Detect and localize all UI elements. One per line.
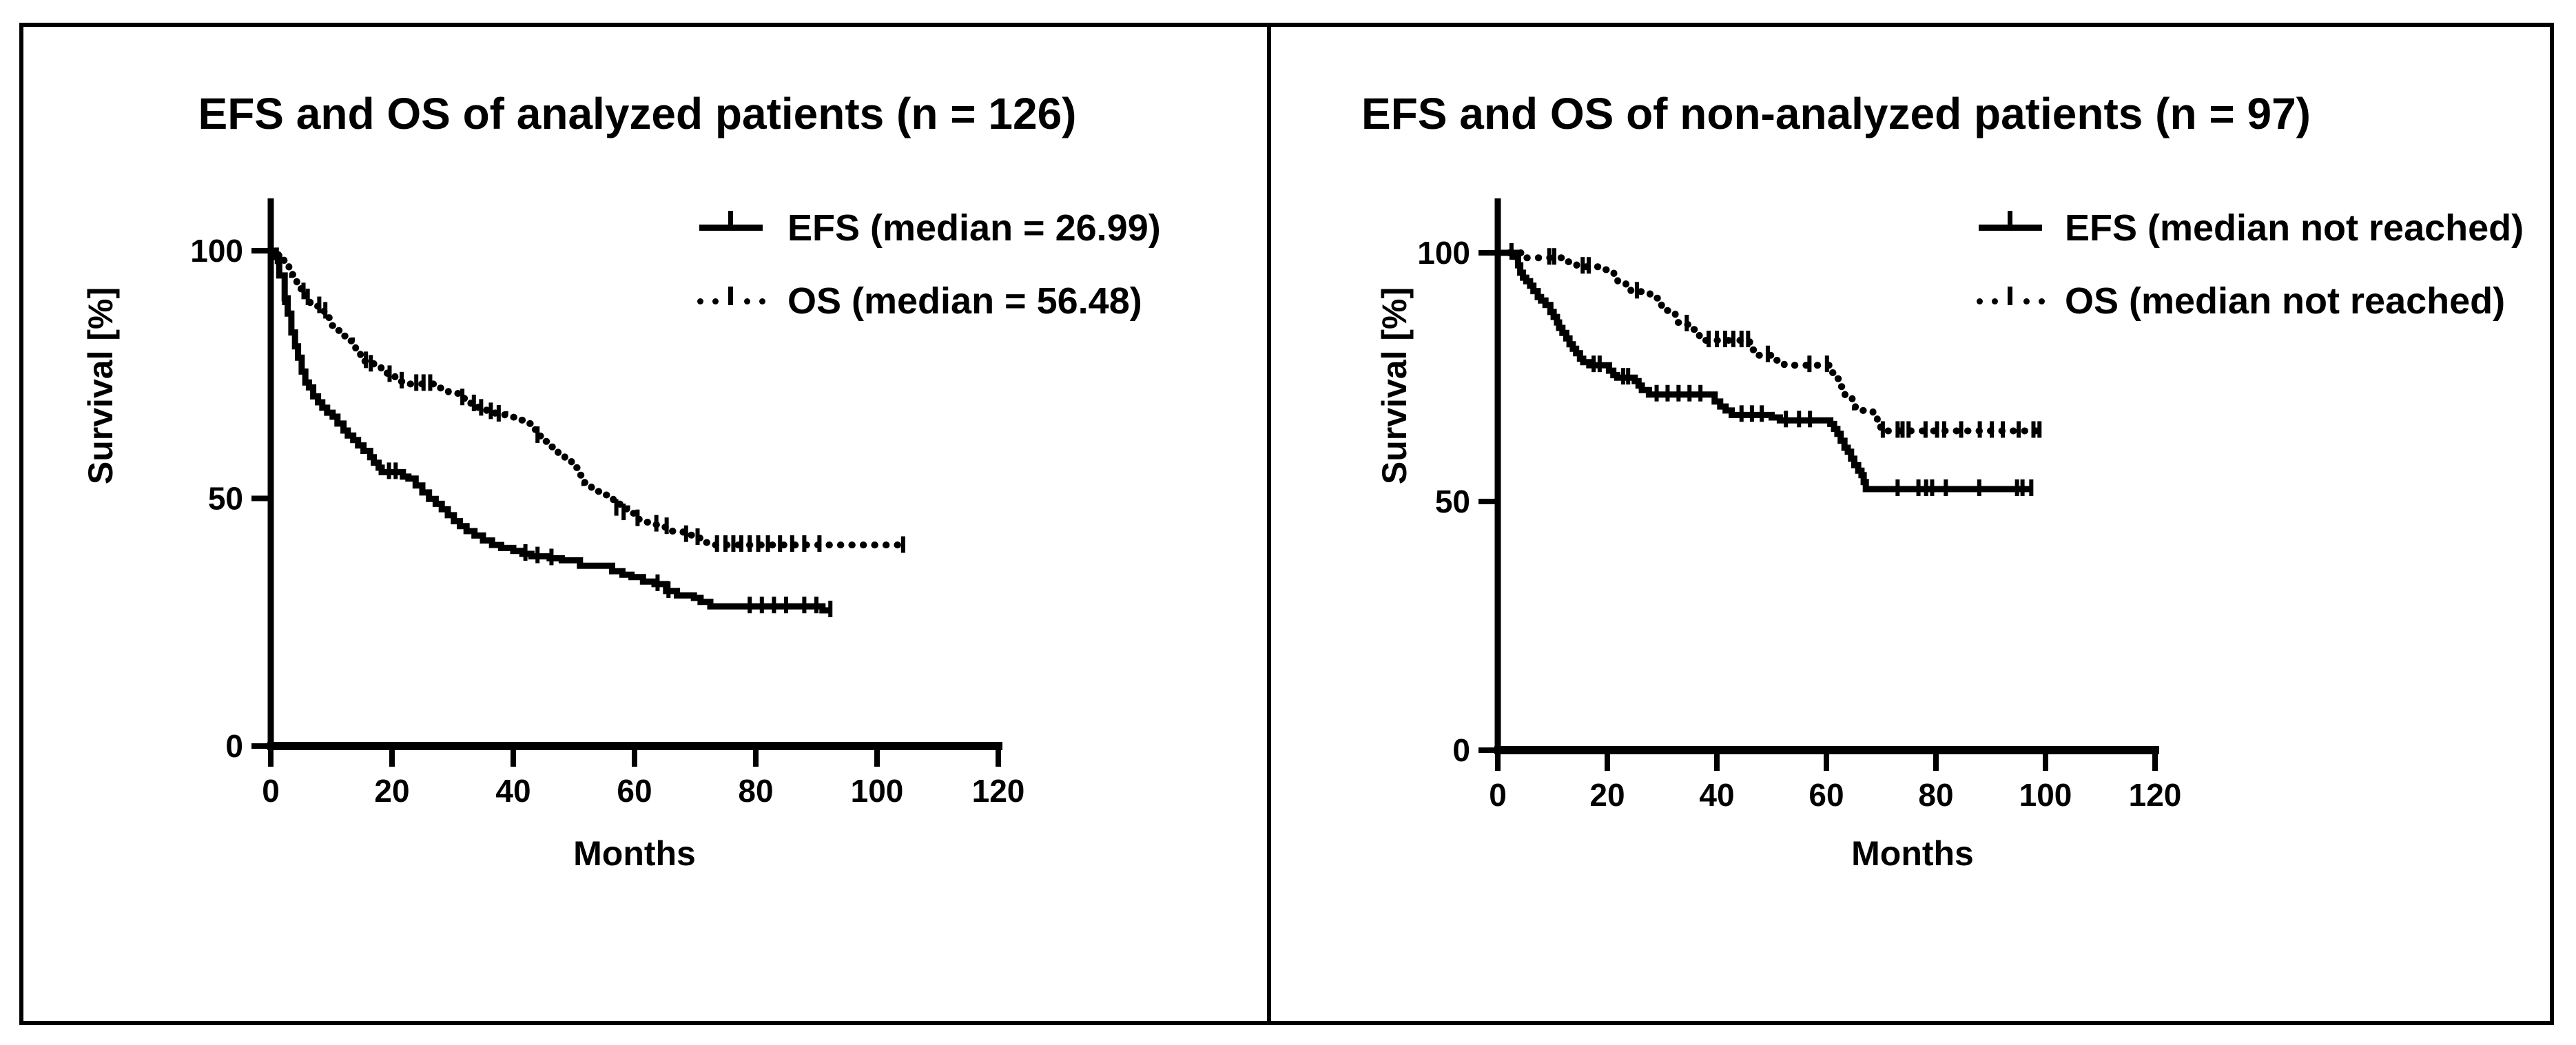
svg-text:0: 0 — [1489, 777, 1507, 813]
svg-text:100: 100 — [190, 233, 243, 269]
svg-text:0: 0 — [262, 773, 280, 809]
svg-text:100: 100 — [2019, 777, 2072, 813]
legend-label: OS (median = 56.48) — [787, 280, 1142, 322]
svg-text:60: 60 — [1809, 777, 1844, 813]
figure-border — [19, 23, 2554, 1025]
svg-text:100: 100 — [851, 773, 904, 809]
legend-label: OS (median not reached) — [2065, 280, 2506, 322]
svg-text:20: 20 — [374, 773, 409, 809]
svg-text:100: 100 — [1417, 235, 1470, 271]
svg-text:80: 80 — [1918, 777, 1953, 813]
svg-text:0: 0 — [1452, 732, 1470, 768]
efs-solid-line-marker-icon — [699, 207, 768, 248]
panel-divider — [1267, 23, 1271, 1025]
svg-text:20: 20 — [1589, 777, 1625, 813]
panel-left-title: EFS and OS of analyzed patients (n = 126… — [198, 89, 1077, 138]
os-dotted-line-marker-icon — [697, 280, 766, 321]
legend-label: EFS (median not reached) — [2065, 207, 2524, 249]
svg-text:0: 0 — [225, 728, 243, 764]
svg-text:40: 40 — [1699, 777, 1734, 813]
legend-label: EFS (median = 26.99) — [787, 207, 1161, 249]
panel-right-title: EFS and OS of non-analyzed patients (n =… — [1361, 89, 2311, 138]
svg-text:60: 60 — [617, 773, 652, 809]
svg-text:50: 50 — [1435, 484, 1470, 519]
efs-solid-line-marker-icon — [1979, 207, 2048, 248]
svg-text:50: 50 — [208, 481, 243, 517]
panel-left-x-axis-label: Months — [573, 834, 696, 873]
svg-text:120: 120 — [2129, 777, 2182, 813]
svg-text:40: 40 — [495, 773, 530, 809]
svg-text:80: 80 — [738, 773, 773, 809]
svg-text:120: 120 — [972, 773, 1025, 809]
os-dotted-line-marker-icon — [1977, 280, 2046, 321]
panel-right-x-axis-label: Months — [1851, 834, 1974, 873]
